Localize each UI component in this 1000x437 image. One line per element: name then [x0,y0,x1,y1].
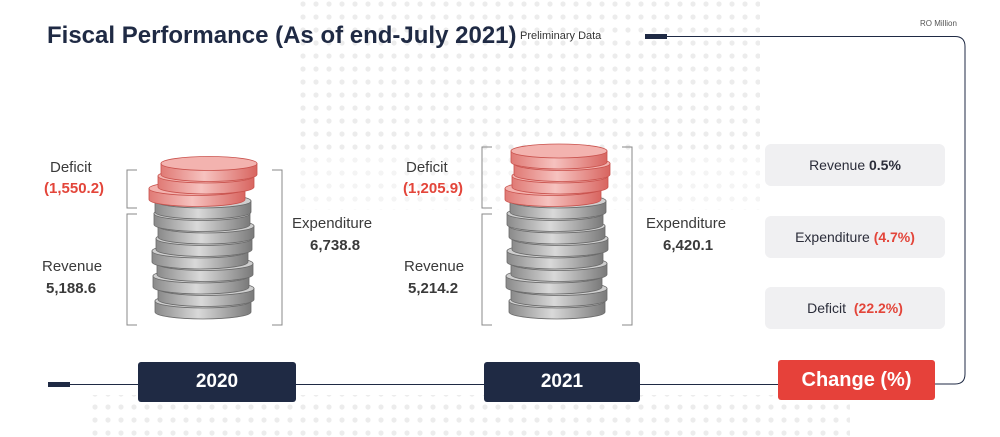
coin-stack-2021 [504,143,611,320]
expenditure-value-2021: 6,420.1 [663,237,714,254]
change-value-revenue: 0.5% [869,157,901,173]
year-button-2021[interactable]: 2021 [484,362,640,402]
deficit-label-2020: Deficit [50,159,92,176]
unit-label: RO Million [920,19,957,28]
change-card-deficit: Deficit (22.2%) [765,287,945,329]
change-name-revenue: Revenue [809,157,866,173]
revenue-value-2020: 5,188.6 [46,280,97,297]
line-accent-top [645,34,667,39]
year-button-2020[interactable]: 2020 [138,362,296,402]
bracket-expenditure-2021 [622,146,633,326]
line-accent-bottom [48,382,70,387]
change-card-expenditure: Expenditure (4.7%) [765,216,945,258]
change-button[interactable]: Change (%) [778,360,935,400]
revenue-label-2020: Revenue [42,258,103,275]
bracket-deficit-2020 [126,169,137,209]
dot-pattern-bottom [90,395,850,437]
change-value-expenditure: (4.7%) [873,229,915,245]
change-value-deficit: (22.2%) [853,300,903,316]
expenditure-label-2021: Expenditure [646,215,727,232]
deficit-value-2020: (1,550.2) [44,180,105,197]
preliminary-note: Preliminary Data [520,30,602,42]
revenue-label-2021: Revenue [404,258,465,275]
change-card-revenue: Revenue 0.5% [765,144,945,186]
dot-pattern-top [300,0,760,150]
deficit-label-2021: Deficit [406,159,448,176]
bracket-deficit-2021 [481,146,492,209]
revenue-value-2021: 5,214.2 [408,280,459,297]
bracket-revenue-2021 [481,213,492,326]
deficit-value-2021: (1,205.9) [403,180,464,197]
coin-stack-2020 [148,156,258,320]
stack2021-coin-12 [510,143,608,170]
expenditure-value-2020: 6,738.8 [310,237,361,254]
bracket-expenditure-2020 [272,169,283,326]
connector-line-right [667,36,966,385]
bracket-revenue-2020 [126,213,137,326]
expenditure-label-2020: Expenditure [292,215,373,232]
stack2020-coin-11 [160,156,258,182]
page-title: Fiscal Performance (As of end-July 2021) [47,22,517,49]
change-name-expenditure: Expenditure [795,229,870,245]
change-name-deficit: Deficit [807,300,846,316]
